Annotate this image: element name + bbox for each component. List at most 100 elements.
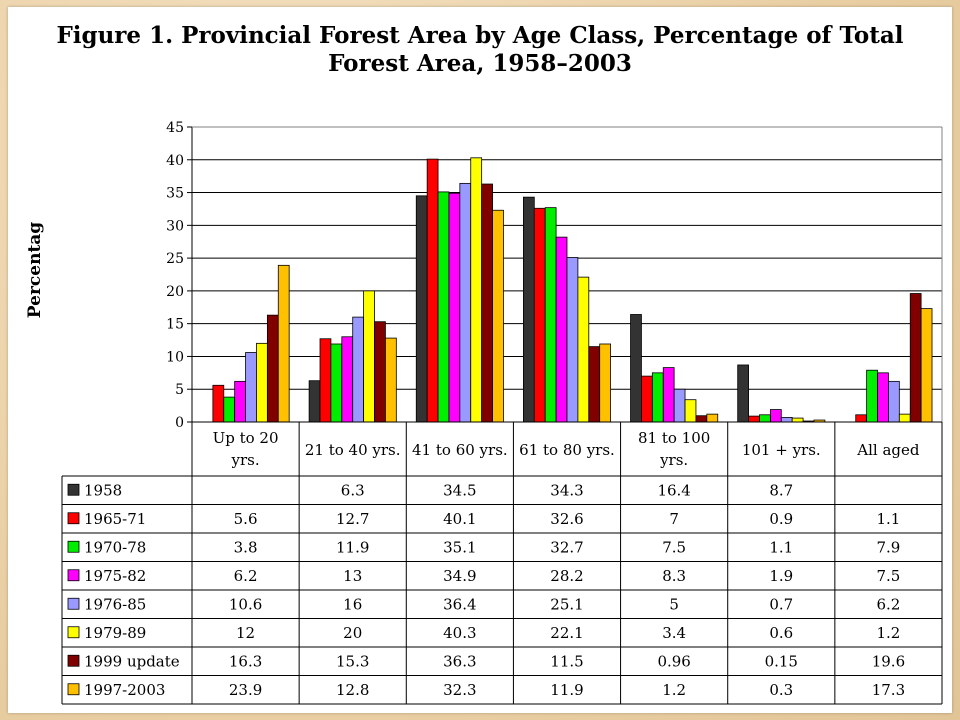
data-label: 5: [669, 595, 679, 613]
bar: [330, 343, 343, 423]
data-label: 20: [343, 624, 362, 642]
bar: [266, 314, 279, 423]
legend-swatch: [67, 683, 80, 696]
data-label: 1.2: [662, 681, 686, 699]
chart-title-line-1: Figure 1. Provincial Forest Area by Age …: [56, 22, 904, 49]
x-tick-label: Up to 20: [213, 429, 279, 447]
bar: [588, 346, 601, 423]
data-label: 0.6: [769, 624, 793, 642]
data-label: 34.3: [550, 481, 583, 499]
y-tick-label: 40: [166, 153, 184, 169]
data-label: 16.4: [657, 481, 690, 499]
data-label: 1.2: [876, 624, 900, 642]
data-label: 32.7: [550, 538, 583, 556]
data-label: 8.7: [769, 481, 793, 499]
data-label: 7: [669, 510, 679, 528]
legend-label: 1958: [84, 481, 122, 499]
data-label: 1.1: [876, 510, 900, 528]
data-label: 10.6: [229, 595, 262, 613]
legend-swatch: [67, 483, 80, 496]
legend-swatch: [67, 597, 80, 610]
bar: [684, 399, 697, 423]
y-tick-label: 15: [166, 317, 184, 333]
data-label: 11.9: [336, 538, 369, 556]
y-tick-label: 45: [166, 120, 184, 136]
bar: [448, 192, 461, 423]
y-tick-label: 35: [166, 186, 184, 202]
bar: [662, 367, 675, 423]
bar: [415, 195, 428, 423]
bar: [374, 321, 386, 423]
data-label: 19.6: [872, 652, 905, 670]
bar: [555, 236, 568, 423]
y-tick-label: 5: [175, 382, 184, 398]
data-label: 35.1: [443, 538, 476, 556]
x-tick-label: All aged: [856, 441, 920, 459]
data-label: 7.9: [876, 538, 900, 556]
legend-swatch: [67, 512, 80, 525]
bar: [277, 264, 290, 423]
y-axis-label: Percentag: [25, 222, 45, 318]
data-label: 6.3: [341, 481, 365, 499]
data-label: 23.9: [229, 681, 262, 699]
bar: [459, 182, 472, 423]
bar: [641, 375, 653, 423]
legend-swatch: [67, 540, 80, 553]
data-label: 25.1: [550, 595, 583, 613]
legend-label: 1997-2003: [84, 681, 165, 699]
data-label: 7.5: [662, 538, 686, 556]
data-label: 12: [236, 624, 255, 642]
legend-label: 1965-71: [84, 510, 146, 528]
bar: [877, 372, 889, 423]
data-label: 3.4: [662, 624, 686, 642]
legend-label: 1979-89: [84, 624, 146, 642]
bar: [212, 384, 225, 423]
data-label: 0.96: [657, 652, 690, 670]
bar: [855, 414, 868, 423]
bar: [791, 417, 804, 423]
bar: [737, 364, 749, 423]
bar: [769, 409, 782, 423]
bar: [385, 337, 397, 423]
bar: [533, 207, 546, 423]
x-tick-label: 41 to 60 yrs.: [412, 441, 508, 459]
x-tick-label: 81 to 100: [638, 429, 710, 447]
bar: [492, 209, 504, 423]
chart-title: Figure 1. Provincial Forest Area by Age …: [0, 22, 960, 78]
data-label: 6.2: [234, 567, 258, 585]
y-tick-label: 25: [166, 251, 184, 267]
data-label: 7.5: [876, 567, 900, 585]
x-tick-label: 101 + yrs.: [742, 441, 821, 459]
x-tick-label: 61 to 80 yrs.: [519, 441, 615, 459]
bar: [245, 352, 257, 423]
bar: [256, 342, 268, 423]
bar: [341, 336, 354, 423]
bar: [599, 343, 612, 423]
bar: [426, 158, 439, 423]
y-tick-label: 20: [166, 284, 184, 300]
data-label: 34.9: [443, 567, 476, 585]
data-label: 6.2: [876, 595, 900, 613]
bar: [352, 316, 365, 423]
data-label: 0.9: [769, 510, 793, 528]
data-label: 34.5: [443, 481, 476, 499]
bar: [308, 380, 321, 423]
bar: [866, 369, 878, 423]
bar: [630, 314, 642, 423]
legend-swatch: [67, 626, 80, 639]
data-label: 16: [343, 595, 362, 613]
data-label: 16.3: [229, 652, 262, 670]
data-label: 0.7: [769, 595, 793, 613]
data-table: Up to 20 yrs. 21 to 40 yrs. 41 to 60 yrs. 61…: [61, 421, 943, 705]
legend-swatch: [67, 654, 80, 667]
axes: 0 5 10 15 20 25 30 35 40 45: [166, 120, 943, 431]
data-label: 32.6: [550, 510, 583, 528]
data-label: 5.6: [234, 510, 258, 528]
data-label: 1.9: [769, 567, 793, 585]
y-tick-label: 10: [166, 349, 184, 365]
bar: [706, 413, 719, 423]
x-tick-label: yrs.: [659, 451, 688, 469]
data-label: 13: [343, 567, 362, 585]
data-label: 12.8: [336, 681, 369, 699]
